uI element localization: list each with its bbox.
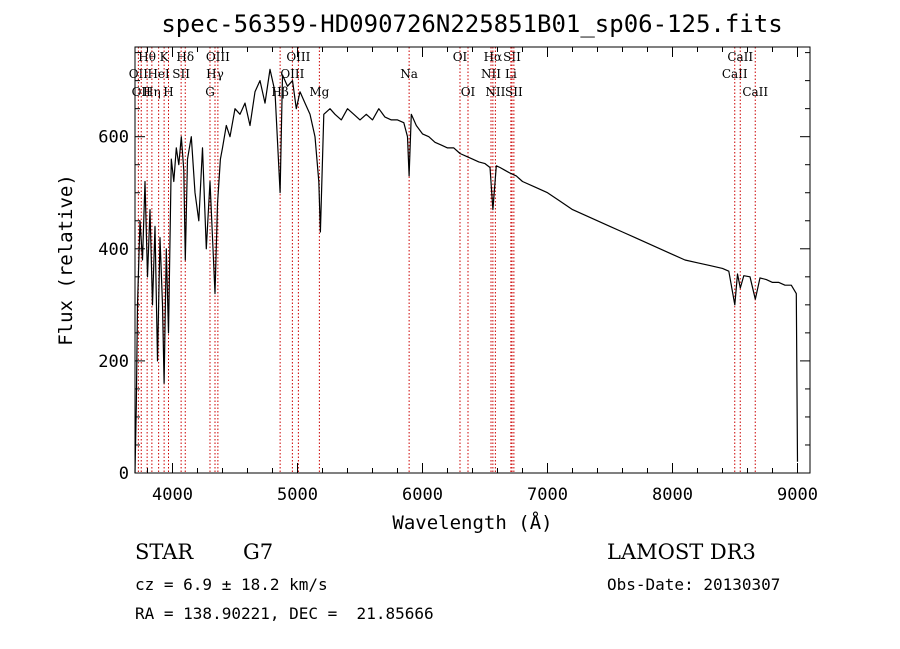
line-marker-label: Hθ [138, 50, 156, 64]
y-tick-label: 600 [98, 128, 129, 148]
line-marker-label: K [160, 50, 170, 64]
line-marker-label: Na [400, 67, 418, 81]
line-marker-label: Li [505, 67, 517, 81]
x-axis-label: Wavelength (Å) [392, 511, 552, 534]
line-marker-label: H [163, 85, 173, 99]
line-marker-label: G [205, 85, 215, 99]
object-subclass: G7 [243, 540, 274, 564]
line-marker-label: Hβ [271, 85, 288, 99]
line-marker-label: Hα [484, 50, 503, 64]
y-tick-label: 400 [98, 240, 129, 260]
line-markers: OII OII Hθ Hη HeI K H SII Hδ G Hγ OIII Hβ OIII OIII Mg N… [129, 47, 768, 473]
line-marker-label: OIII [206, 50, 230, 64]
line-marker-label: HeI [147, 67, 170, 81]
x-tick-label: 4000 [152, 485, 193, 505]
line-marker-label: Hδ [176, 50, 194, 64]
observation-date: Obs-Date: 20130307 [607, 575, 781, 594]
line-marker-label: OIII [280, 67, 304, 81]
survey-name: LAMOST DR3 [607, 540, 756, 564]
axis-ticks: 4000 5000 6000 7000 8000 9000 0 200 400 600 [98, 47, 818, 505]
line-marker-label: NII [485, 85, 505, 99]
line-marker-label: SII [503, 50, 521, 64]
line-marker-label: Hγ [206, 67, 224, 81]
y-tick-label: 200 [98, 352, 129, 372]
y-axis-label: Flux (relative) [55, 174, 77, 346]
y-tick-label: 0 [119, 464, 129, 484]
line-marker-label: OIII [286, 50, 310, 64]
line-marker-label: NII [481, 67, 501, 81]
line-marker-label: OI [461, 85, 476, 99]
coordinates: RA = 138.90221, DEC = 21.85666 [135, 604, 434, 623]
line-marker-label: OII [129, 67, 149, 81]
x-tick-label: 5000 [277, 485, 318, 505]
line-marker-label: CaII [742, 85, 768, 99]
series-group [134, 68, 799, 474]
line-marker-label: Hη [143, 85, 161, 99]
line-marker-label: OI [453, 50, 468, 64]
x-tick-label: 8000 [652, 485, 693, 505]
x-tick-label: 6000 [402, 485, 443, 505]
spectrum-line [134, 68, 799, 474]
line-marker-label: CaII [727, 50, 753, 64]
chart-title: spec-56359-HD090726N225851B01_sp06-125.f… [161, 10, 782, 38]
redshift-cz: cz = 6.9 ± 18.2 km/s [135, 575, 328, 594]
line-marker-label: CaII [722, 67, 748, 81]
x-tick-label: 9000 [777, 485, 818, 505]
line-marker-label: Mg [309, 85, 329, 99]
object-class: STAR [135, 540, 194, 564]
x-tick-label: 7000 [527, 485, 568, 505]
line-marker-label: SII [505, 85, 523, 99]
line-marker-label: OII [132, 85, 152, 99]
line-marker-label: SII [172, 67, 190, 81]
